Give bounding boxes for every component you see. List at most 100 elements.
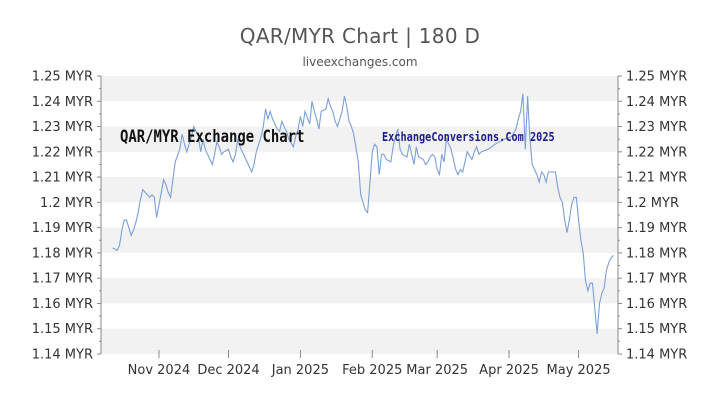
data-point bbox=[427, 161, 428, 162]
data-point bbox=[425, 164, 426, 165]
data-point bbox=[223, 151, 224, 152]
data-point bbox=[202, 139, 203, 140]
data-point bbox=[360, 194, 361, 195]
data-point bbox=[430, 156, 431, 157]
data-point bbox=[149, 197, 150, 198]
data-point bbox=[536, 174, 537, 175]
data-point bbox=[277, 129, 278, 130]
data-point bbox=[569, 220, 570, 221]
grid-band bbox=[101, 227, 618, 253]
data-point bbox=[527, 96, 528, 97]
data-point bbox=[288, 139, 289, 140]
data-point bbox=[441, 154, 442, 155]
grid-band bbox=[101, 76, 618, 102]
data-point bbox=[416, 146, 417, 147]
data-point bbox=[383, 154, 384, 155]
data-point bbox=[311, 101, 312, 102]
y-tick-label-left: 1.18 MYR bbox=[32, 246, 93, 261]
data-point bbox=[409, 144, 410, 145]
data-point bbox=[539, 182, 540, 183]
data-point bbox=[140, 199, 141, 200]
y-tick-label-right: 1.24 MYR bbox=[626, 95, 687, 110]
data-point bbox=[219, 146, 220, 147]
data-point bbox=[608, 262, 609, 263]
data-point bbox=[298, 129, 299, 130]
data-point bbox=[518, 118, 519, 119]
data-point bbox=[330, 106, 331, 107]
y-tick-label-right: 1.2 MYR bbox=[626, 196, 679, 211]
data-point bbox=[520, 111, 521, 112]
x-tick-label: May 2025 bbox=[547, 363, 611, 378]
data-point bbox=[151, 194, 152, 195]
data-point bbox=[460, 169, 461, 170]
data-point bbox=[286, 131, 287, 132]
data-point bbox=[279, 131, 280, 132]
data-point bbox=[446, 139, 447, 140]
data-point bbox=[272, 118, 273, 119]
data-point bbox=[613, 255, 614, 256]
data-point bbox=[557, 187, 558, 188]
data-point bbox=[559, 197, 560, 198]
data-point bbox=[309, 123, 310, 124]
data-point bbox=[594, 308, 595, 309]
x-axis: Nov 2024 Dec 2024 Jan 2025 Feb 2025 Mar 2025… bbox=[128, 350, 611, 378]
data-point bbox=[478, 154, 479, 155]
axes bbox=[100, 76, 619, 354]
data-point bbox=[184, 144, 185, 145]
data-point bbox=[346, 106, 347, 107]
data-point bbox=[451, 149, 452, 150]
data-point bbox=[397, 129, 398, 130]
x-tick-label: Jan 2025 bbox=[271, 363, 329, 378]
data-point bbox=[300, 116, 301, 117]
data-point bbox=[265, 108, 266, 109]
data-point bbox=[214, 154, 215, 155]
data-point bbox=[182, 134, 183, 135]
data-point bbox=[163, 179, 164, 180]
data-point bbox=[576, 197, 577, 198]
data-point bbox=[147, 194, 148, 195]
data-point bbox=[471, 159, 472, 160]
data-point bbox=[235, 154, 236, 155]
data-point bbox=[349, 121, 350, 122]
data-point bbox=[193, 126, 194, 127]
data-point bbox=[566, 232, 567, 233]
data-point bbox=[504, 139, 505, 140]
data-point bbox=[411, 154, 412, 155]
data-point bbox=[281, 121, 282, 122]
data-point bbox=[571, 204, 572, 205]
data-point bbox=[158, 204, 159, 205]
data-point bbox=[488, 149, 489, 150]
data-point bbox=[196, 131, 197, 132]
data-point bbox=[548, 171, 549, 172]
data-point bbox=[304, 111, 305, 112]
data-point bbox=[207, 154, 208, 155]
y-tick-label-right: 1.19 MYR bbox=[626, 221, 687, 236]
data-point bbox=[367, 212, 368, 213]
data-point bbox=[267, 118, 268, 119]
data-point bbox=[578, 220, 579, 221]
data-point bbox=[133, 230, 134, 231]
data-point bbox=[434, 156, 435, 157]
data-point bbox=[142, 189, 143, 190]
data-point bbox=[592, 283, 593, 284]
data-point bbox=[302, 126, 303, 127]
y-tick-label-right: 1.21 MYR bbox=[626, 171, 687, 186]
data-point bbox=[353, 134, 354, 135]
data-point bbox=[413, 164, 414, 165]
data-point bbox=[168, 192, 169, 193]
data-point bbox=[251, 171, 252, 172]
watermark-left: QAR/MYR Exchange Chart bbox=[120, 127, 304, 147]
data-point bbox=[546, 182, 547, 183]
data-point bbox=[316, 118, 317, 119]
data-point bbox=[365, 209, 366, 210]
data-point bbox=[191, 136, 192, 137]
data-point bbox=[256, 151, 257, 152]
data-point bbox=[200, 151, 201, 152]
data-point bbox=[395, 136, 396, 137]
x-tick-label: Mar 2025 bbox=[406, 363, 468, 378]
data-point bbox=[599, 303, 600, 304]
y-tick-label-right: 1.23 MYR bbox=[626, 120, 687, 135]
data-point bbox=[240, 146, 241, 147]
y-tick-label-left: 1.19 MYR bbox=[32, 221, 93, 236]
data-point bbox=[455, 169, 456, 170]
